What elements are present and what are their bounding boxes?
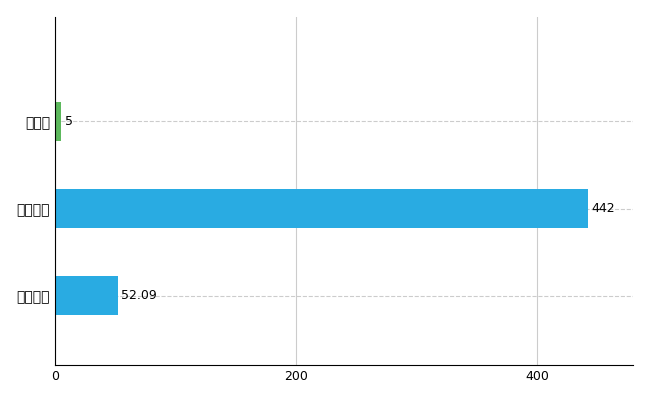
Text: 52.09: 52.09 (122, 289, 157, 302)
Bar (55, 189, 588, 228)
Text: 5: 5 (64, 115, 73, 128)
Bar (55, 276, 118, 315)
Bar (55, 102, 61, 141)
Text: 442: 442 (591, 202, 615, 215)
